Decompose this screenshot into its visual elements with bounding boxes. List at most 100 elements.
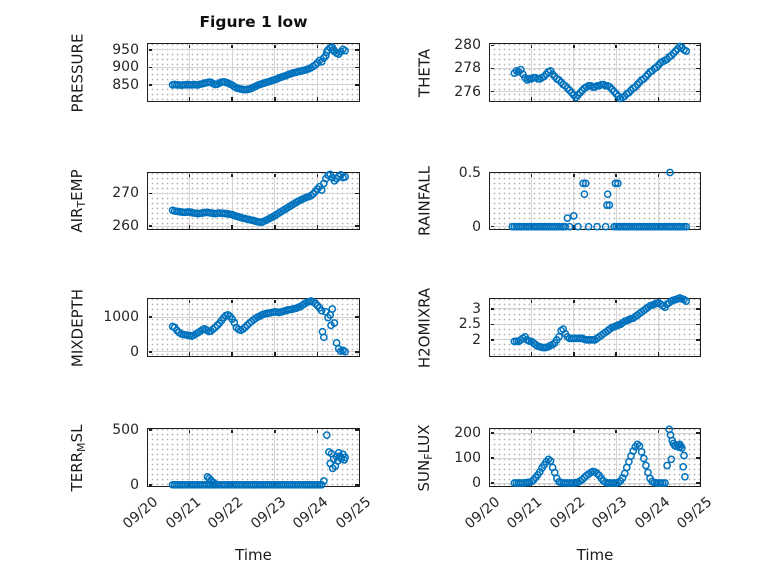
axis-tick: [355, 429, 359, 431]
axis-tick: [573, 429, 575, 433]
axis-tick: [490, 44, 494, 47]
grid-line-vertical: [316, 299, 318, 356]
x-axis-label-left: Time: [235, 546, 272, 564]
axis-tick: [188, 97, 191, 101]
x-tick-label: 09/25: [333, 494, 375, 533]
grid-line-vertical: [189, 299, 191, 356]
data-point: [207, 476, 215, 485]
axis-tick: [231, 299, 233, 303]
axis-tick: [274, 299, 276, 303]
axis-tick: [615, 482, 617, 486]
grid-line-horizontal: [148, 225, 359, 227]
grid-line-horizontal: [490, 323, 700, 325]
grid-line-horizontal: [148, 351, 359, 353]
axis-tick: [530, 225, 533, 229]
data-point: [317, 186, 326, 194]
axis-tick: [355, 484, 359, 486]
grid-line-vertical: [274, 173, 276, 229]
axis-tick: [231, 173, 233, 177]
grid-line-horizontal: [148, 66, 359, 68]
grid-line-vertical: [658, 299, 660, 356]
grid-line-horizontal: [148, 49, 359, 51]
axis-tick: [274, 225, 276, 229]
grid-line-vertical: [274, 44, 276, 101]
data-point: [680, 451, 688, 460]
axis-tick: [530, 352, 533, 356]
scatter-series-theta: [510, 42, 691, 103]
axis-tick: [148, 429, 152, 431]
data-point: [682, 297, 691, 305]
data-point: [569, 212, 578, 220]
grid-line-vertical: [231, 44, 233, 101]
data-point: [601, 222, 610, 231]
y-axis-label-part: SL: [68, 424, 86, 442]
axis-tick: [696, 482, 700, 484]
axis-tick: [696, 171, 700, 174]
scatter-series-h2omixra: [510, 294, 691, 352]
y-axis-label-part: THETA: [415, 48, 434, 97]
grid-line-vertical: [530, 299, 532, 356]
x-tick-label: 09/25: [674, 494, 716, 533]
axis-tick: [231, 429, 233, 433]
scatter-series-rainfall: [508, 168, 691, 231]
data-point: [330, 319, 339, 327]
axis-tick: [530, 173, 533, 177]
axis-tick: [188, 429, 191, 433]
data-point: [243, 321, 251, 330]
y-axis-label-mixdepth: MIXDEPTH: [69, 288, 87, 366]
x-axis-label-right: Time: [576, 546, 614, 564]
axis-tick: [615, 352, 617, 356]
grid-line-vertical: [231, 173, 233, 229]
y-axis-label-pressure: PRESSURE: [69, 33, 87, 112]
axis-tick: [657, 44, 660, 48]
data-point: [593, 222, 601, 231]
y-axis-label-part: TERR: [68, 451, 86, 491]
data-point: [642, 461, 650, 470]
plot-theta: [489, 43, 701, 102]
axis-tick: [231, 97, 233, 101]
axis-tick: [231, 44, 233, 48]
axis-tick: [657, 429, 660, 433]
axis-tick: [355, 192, 359, 195]
y-axis-label-rainfall: RAINFALL: [416, 166, 434, 236]
axis-tick: [573, 352, 575, 356]
data-point: [661, 479, 669, 487]
data-point: [211, 323, 220, 332]
scatter-series-mixdepth: [168, 297, 349, 356]
data-point: [593, 469, 601, 478]
grid-line-horizontal: [490, 432, 700, 434]
axis-tick: [231, 352, 233, 356]
axis-tick: [657, 352, 660, 356]
grid-line-vertical: [274, 299, 276, 356]
axis-tick: [148, 66, 152, 69]
x-tick-label: 09/22: [546, 494, 589, 533]
figure-title: Figure 1 low: [199, 13, 308, 31]
scatter-series-air-temp: [168, 170, 349, 226]
data-point: [322, 431, 331, 439]
data-point: [603, 190, 612, 199]
axis-tick: [355, 84, 359, 86]
data-point: [341, 173, 349, 181]
axis-tick: [696, 90, 700, 93]
y-axis-label-part: M: [75, 441, 88, 452]
axis-tick: [573, 225, 575, 229]
axis-tick: [696, 308, 700, 310]
grid-line-vertical: [615, 44, 617, 101]
axis-tick: [188, 225, 191, 229]
axis-tick: [490, 482, 494, 484]
data-point: [663, 461, 671, 470]
grid-line-vertical: [658, 173, 660, 229]
grid-line-horizontal: [148, 192, 359, 194]
y-axis-label-air-temp: AIRTEMP: [68, 169, 88, 232]
data-point: [317, 480, 326, 489]
data-point: [311, 61, 320, 69]
grid-line-vertical: [316, 429, 318, 486]
axis-tick: [490, 308, 494, 310]
axis-tick: [573, 173, 575, 177]
y-axis-label-part: F: [422, 452, 435, 460]
axis-tick: [316, 173, 319, 177]
y-tick-label: 850: [112, 76, 139, 93]
axis-tick: [355, 351, 359, 353]
data-point: [614, 179, 622, 188]
axis-tick: [573, 44, 575, 48]
